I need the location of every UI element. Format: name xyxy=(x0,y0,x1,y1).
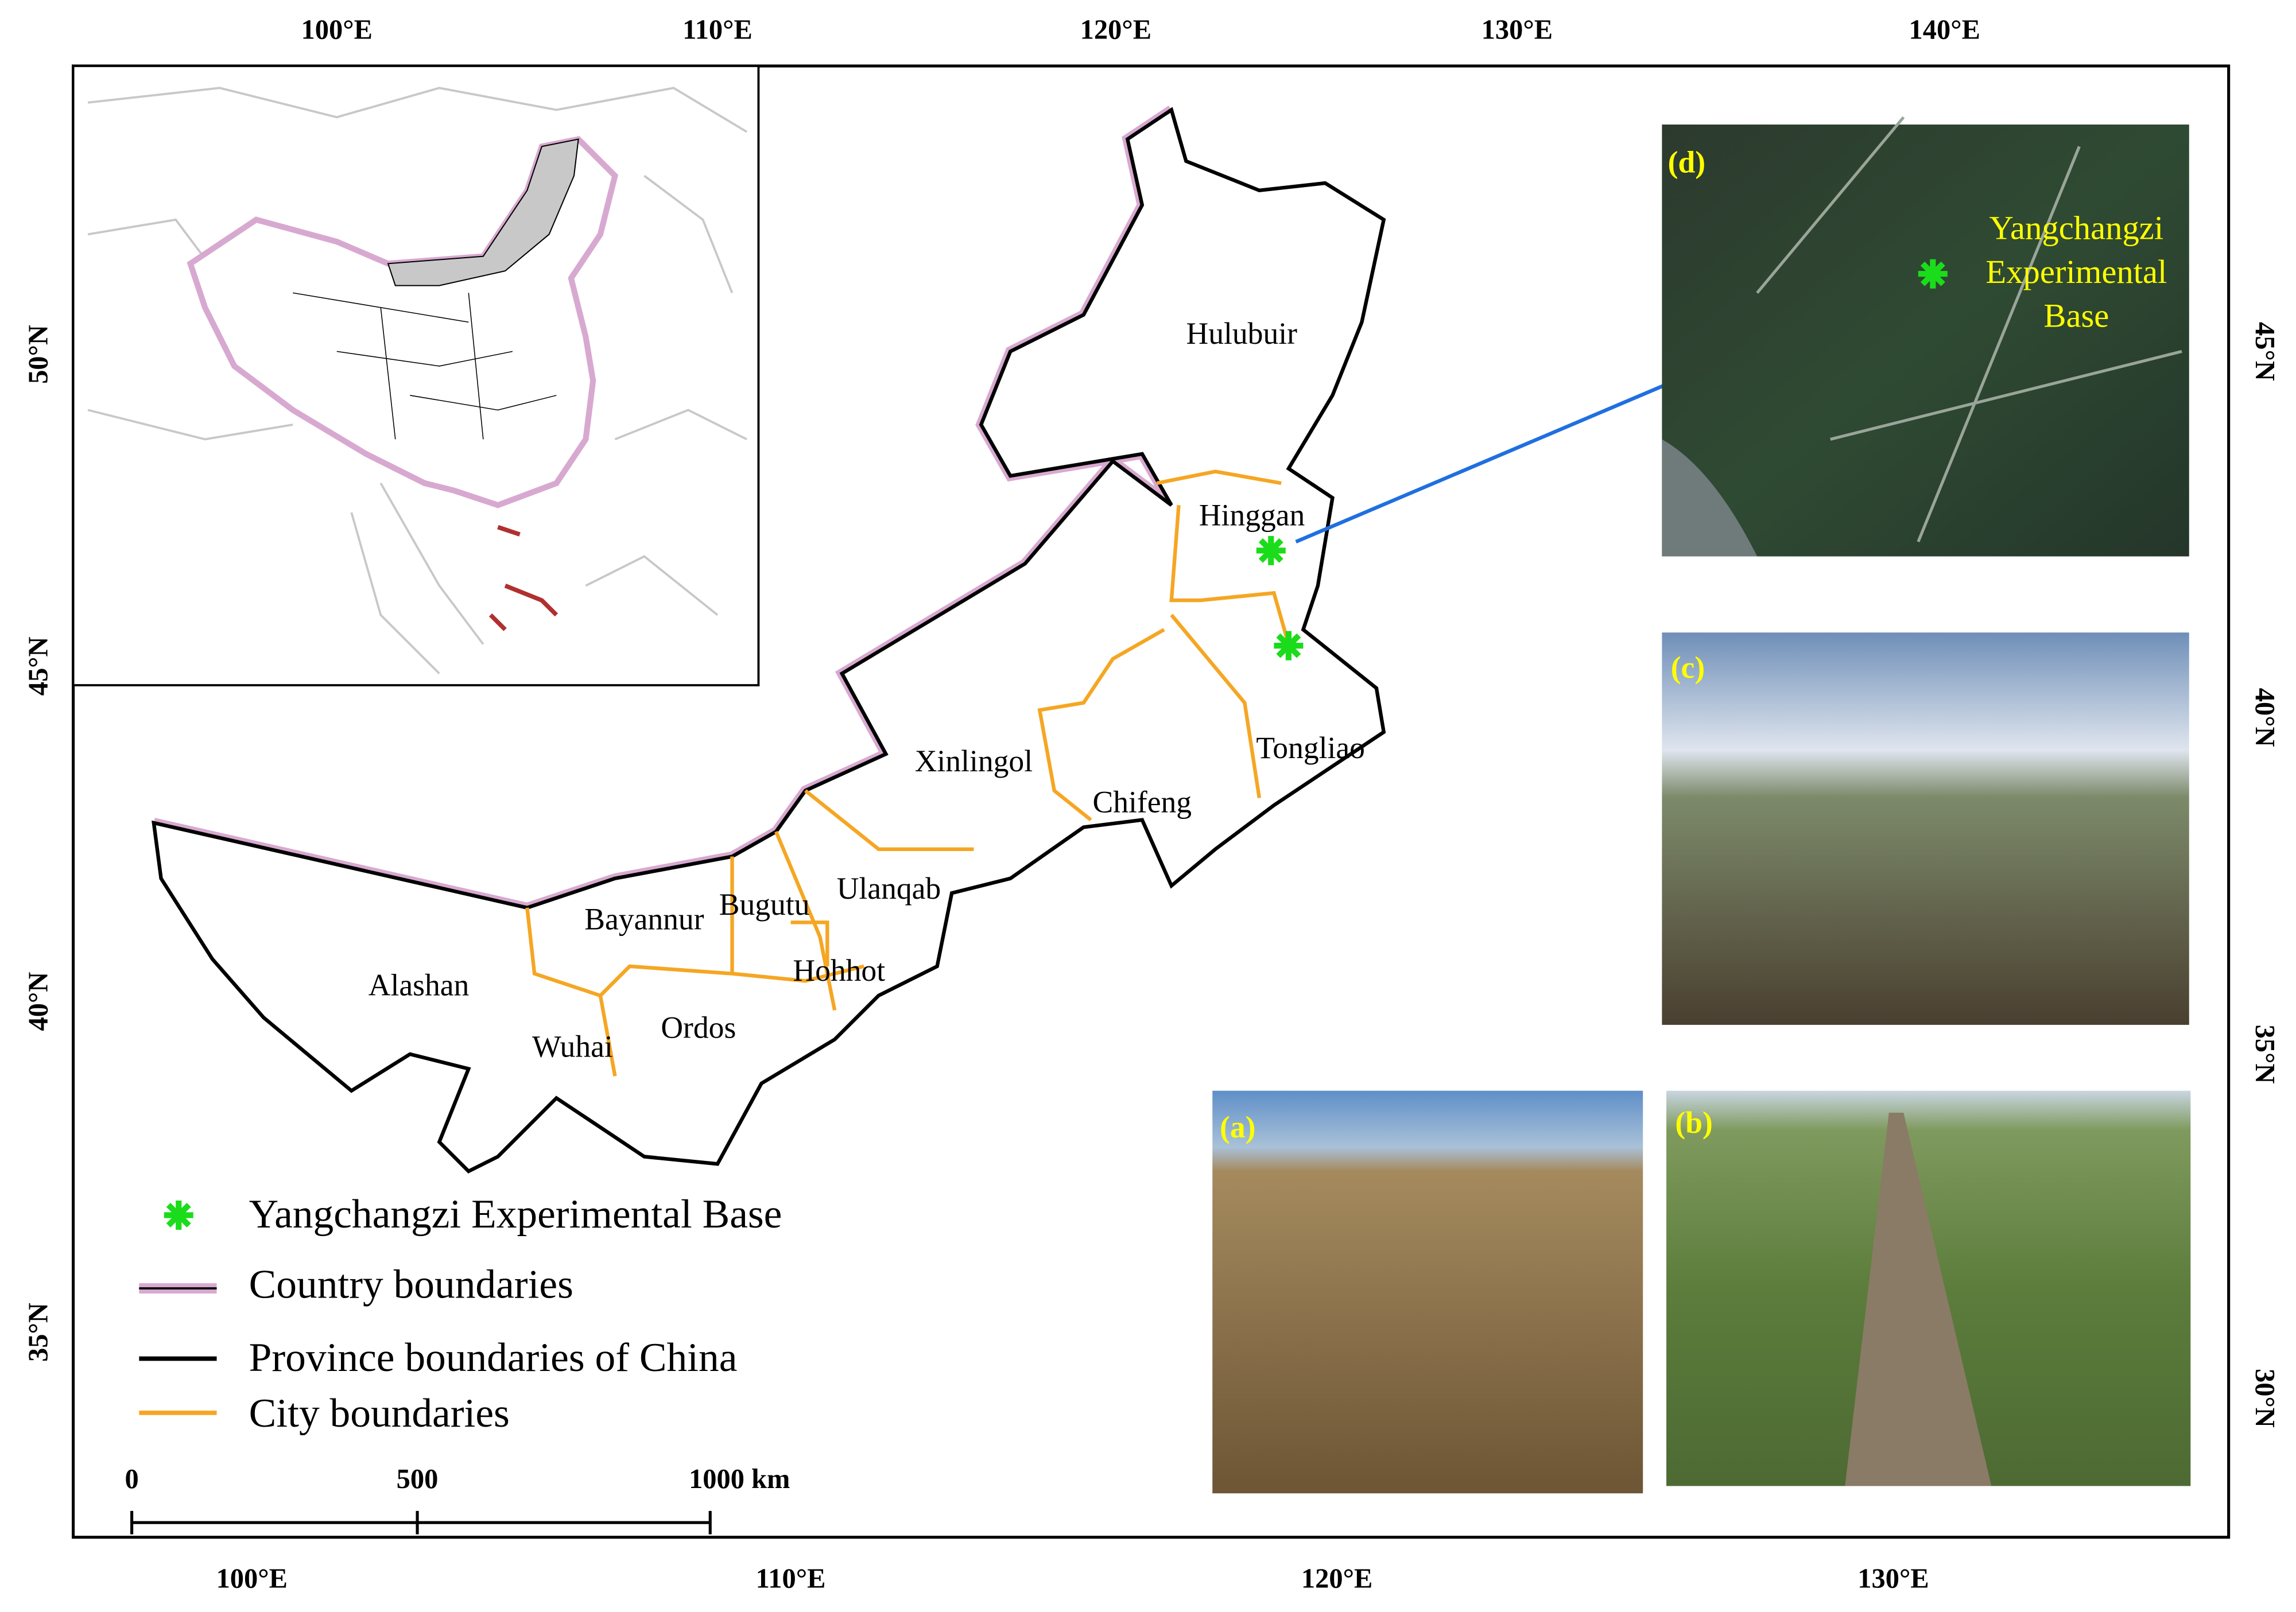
photo-label: (a) xyxy=(1220,1110,1255,1144)
bottom-axis-label: 100°E xyxy=(216,1563,288,1594)
region-label: Xinlingol xyxy=(915,744,1033,778)
photo-c xyxy=(1662,632,2189,1025)
inset-map xyxy=(72,65,760,686)
bottom-axis-label: 110°E xyxy=(756,1563,826,1594)
region-label: Chifeng xyxy=(1093,785,1192,819)
inset-inner-mongolia xyxy=(387,138,579,286)
photo-caption: Base xyxy=(2043,297,2109,335)
site-marker xyxy=(1256,535,1286,565)
bottom-axis-label: 120°E xyxy=(1301,1563,1372,1594)
region-label: Hinggan xyxy=(1199,498,1305,533)
scale-label: 0 xyxy=(125,1464,138,1494)
site-star xyxy=(1918,259,1948,289)
city-boundaries xyxy=(525,469,1290,1077)
region-label: Ordos xyxy=(661,1010,736,1044)
left-axis-label: 35°N xyxy=(24,1303,54,1362)
site-marker xyxy=(1274,631,1304,661)
right-axis-label: 35°N xyxy=(2250,1024,2280,1083)
scale-bar xyxy=(130,1510,712,1535)
inset-province-lines xyxy=(293,292,557,440)
province-boundary xyxy=(152,107,1386,1174)
photo-d-marker xyxy=(1918,259,1948,289)
scale-label: 1000 km xyxy=(689,1464,790,1494)
region-label: Hulubuir xyxy=(1186,316,1298,351)
photo-label: (c) xyxy=(1671,650,1705,685)
photo-d-river xyxy=(1662,439,1758,557)
region-label: Hohhot xyxy=(793,953,885,988)
photo-d-roads xyxy=(1756,116,2182,543)
right-axis-label: 30°N xyxy=(2250,1369,2280,1428)
photo-label: (b) xyxy=(1675,1105,1712,1140)
legend-label: Yangchangzi Experimental Base xyxy=(249,1191,782,1237)
legend-star xyxy=(164,1201,193,1230)
photo-label: (d) xyxy=(1668,145,1705,180)
region-label: Wuhai xyxy=(532,1030,613,1064)
legend-label: City boundaries xyxy=(249,1390,510,1436)
region-label: Tongliao xyxy=(1256,731,1365,765)
left-axis-label: 40°N xyxy=(24,972,54,1031)
legend-marker xyxy=(164,1201,193,1230)
left-axis-label: 45°N xyxy=(24,636,54,696)
region-label: Bayannur xyxy=(584,902,704,937)
photo-caption: Yangchangzi xyxy=(1989,209,2164,247)
bottom-axis-label: 130°E xyxy=(1857,1563,1929,1594)
top-axis-label: 140°E xyxy=(1909,14,1980,45)
site-star xyxy=(1256,535,1286,565)
region-label: Ulanqab xyxy=(837,871,941,906)
legend-label: Country boundaries xyxy=(249,1261,573,1307)
top-axis-label: 100°E xyxy=(301,14,373,45)
photo-b-path xyxy=(1845,1112,1992,1486)
legend-label: Province boundaries of China xyxy=(249,1335,738,1380)
site-star xyxy=(1274,631,1304,661)
photo-d xyxy=(1662,125,2189,557)
photo-caption: Experimental xyxy=(1985,253,2167,290)
right-axis-label: 45°N xyxy=(2250,322,2280,381)
region-label: Bugutu xyxy=(719,887,810,922)
left-axis-label: 50°N xyxy=(24,325,54,384)
top-axis-label: 110°E xyxy=(682,14,753,45)
photo-a xyxy=(1212,1090,1643,1494)
inset-islands xyxy=(488,525,559,631)
right-axis-label: 40°N xyxy=(2250,688,2280,747)
scale-label: 500 xyxy=(397,1464,439,1494)
inset-neighbor-lines xyxy=(87,87,748,674)
region-label: Alashan xyxy=(369,968,470,1002)
top-axis-label: 120°E xyxy=(1080,14,1151,45)
top-axis-label: 130°E xyxy=(1481,14,1553,45)
